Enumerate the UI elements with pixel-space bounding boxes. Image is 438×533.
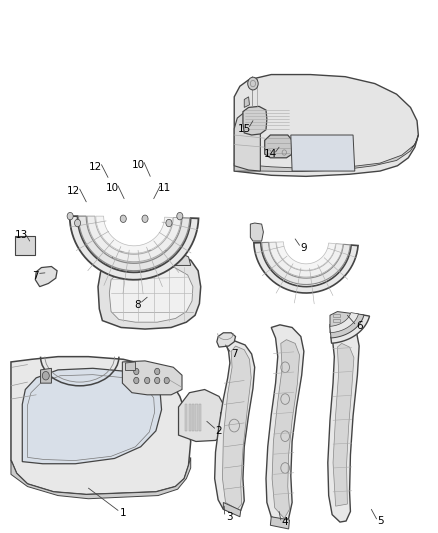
Polygon shape	[265, 135, 292, 158]
Text: 13: 13	[14, 230, 28, 240]
Circle shape	[166, 219, 172, 227]
Circle shape	[155, 368, 160, 375]
Circle shape	[134, 377, 139, 384]
Text: 7: 7	[231, 349, 237, 359]
Polygon shape	[199, 405, 201, 431]
Polygon shape	[234, 108, 260, 171]
Polygon shape	[223, 346, 251, 510]
Polygon shape	[261, 243, 350, 285]
Polygon shape	[41, 368, 51, 383]
Circle shape	[177, 213, 183, 220]
Polygon shape	[192, 405, 194, 431]
Polygon shape	[35, 266, 57, 287]
Circle shape	[120, 215, 126, 222]
Polygon shape	[188, 405, 191, 431]
Polygon shape	[179, 390, 226, 441]
Polygon shape	[331, 315, 370, 343]
Circle shape	[164, 377, 170, 384]
Polygon shape	[330, 312, 358, 333]
Text: 6: 6	[356, 321, 363, 331]
Polygon shape	[220, 413, 231, 423]
Circle shape	[248, 77, 258, 90]
Polygon shape	[291, 135, 355, 171]
Polygon shape	[98, 251, 201, 329]
Polygon shape	[234, 135, 418, 172]
Polygon shape	[113, 251, 191, 265]
Text: 14: 14	[264, 149, 277, 159]
Circle shape	[74, 219, 81, 227]
Polygon shape	[185, 405, 187, 431]
Text: 11: 11	[158, 183, 171, 193]
Text: 9: 9	[300, 243, 307, 253]
Polygon shape	[96, 216, 173, 253]
Polygon shape	[333, 343, 354, 506]
Circle shape	[142, 215, 148, 222]
Text: 10: 10	[106, 183, 119, 193]
Polygon shape	[266, 325, 304, 522]
Polygon shape	[70, 216, 198, 280]
Text: 8: 8	[134, 300, 141, 310]
Text: 4: 4	[282, 517, 289, 527]
Text: 10: 10	[132, 160, 145, 169]
Polygon shape	[78, 216, 190, 271]
Polygon shape	[254, 243, 358, 293]
Polygon shape	[217, 333, 236, 347]
Polygon shape	[11, 457, 191, 499]
Polygon shape	[215, 341, 254, 513]
Text: 7: 7	[32, 271, 39, 281]
Circle shape	[67, 213, 73, 220]
Text: 3: 3	[226, 512, 232, 522]
Bar	[15, 236, 35, 255]
Polygon shape	[195, 405, 198, 431]
Text: 15: 15	[238, 124, 251, 134]
Polygon shape	[234, 75, 418, 176]
Text: 2: 2	[215, 426, 222, 436]
Polygon shape	[22, 368, 162, 464]
Polygon shape	[110, 265, 193, 322]
Text: 12: 12	[67, 186, 80, 196]
Polygon shape	[272, 340, 300, 519]
Text: 12: 12	[88, 162, 102, 172]
Polygon shape	[223, 503, 241, 517]
Polygon shape	[244, 97, 250, 108]
Polygon shape	[330, 312, 358, 333]
Polygon shape	[11, 357, 191, 495]
Text: 5: 5	[378, 516, 384, 526]
Polygon shape	[122, 361, 182, 395]
Polygon shape	[270, 517, 290, 529]
Circle shape	[145, 377, 150, 384]
Text: 1: 1	[120, 508, 127, 518]
Polygon shape	[330, 313, 364, 338]
Polygon shape	[328, 320, 359, 522]
Polygon shape	[125, 362, 135, 370]
Polygon shape	[87, 216, 181, 262]
Circle shape	[155, 377, 160, 384]
Polygon shape	[269, 242, 343, 277]
Polygon shape	[276, 242, 336, 270]
Polygon shape	[243, 107, 267, 135]
Circle shape	[42, 372, 49, 380]
Polygon shape	[251, 223, 263, 241]
Circle shape	[134, 368, 139, 375]
